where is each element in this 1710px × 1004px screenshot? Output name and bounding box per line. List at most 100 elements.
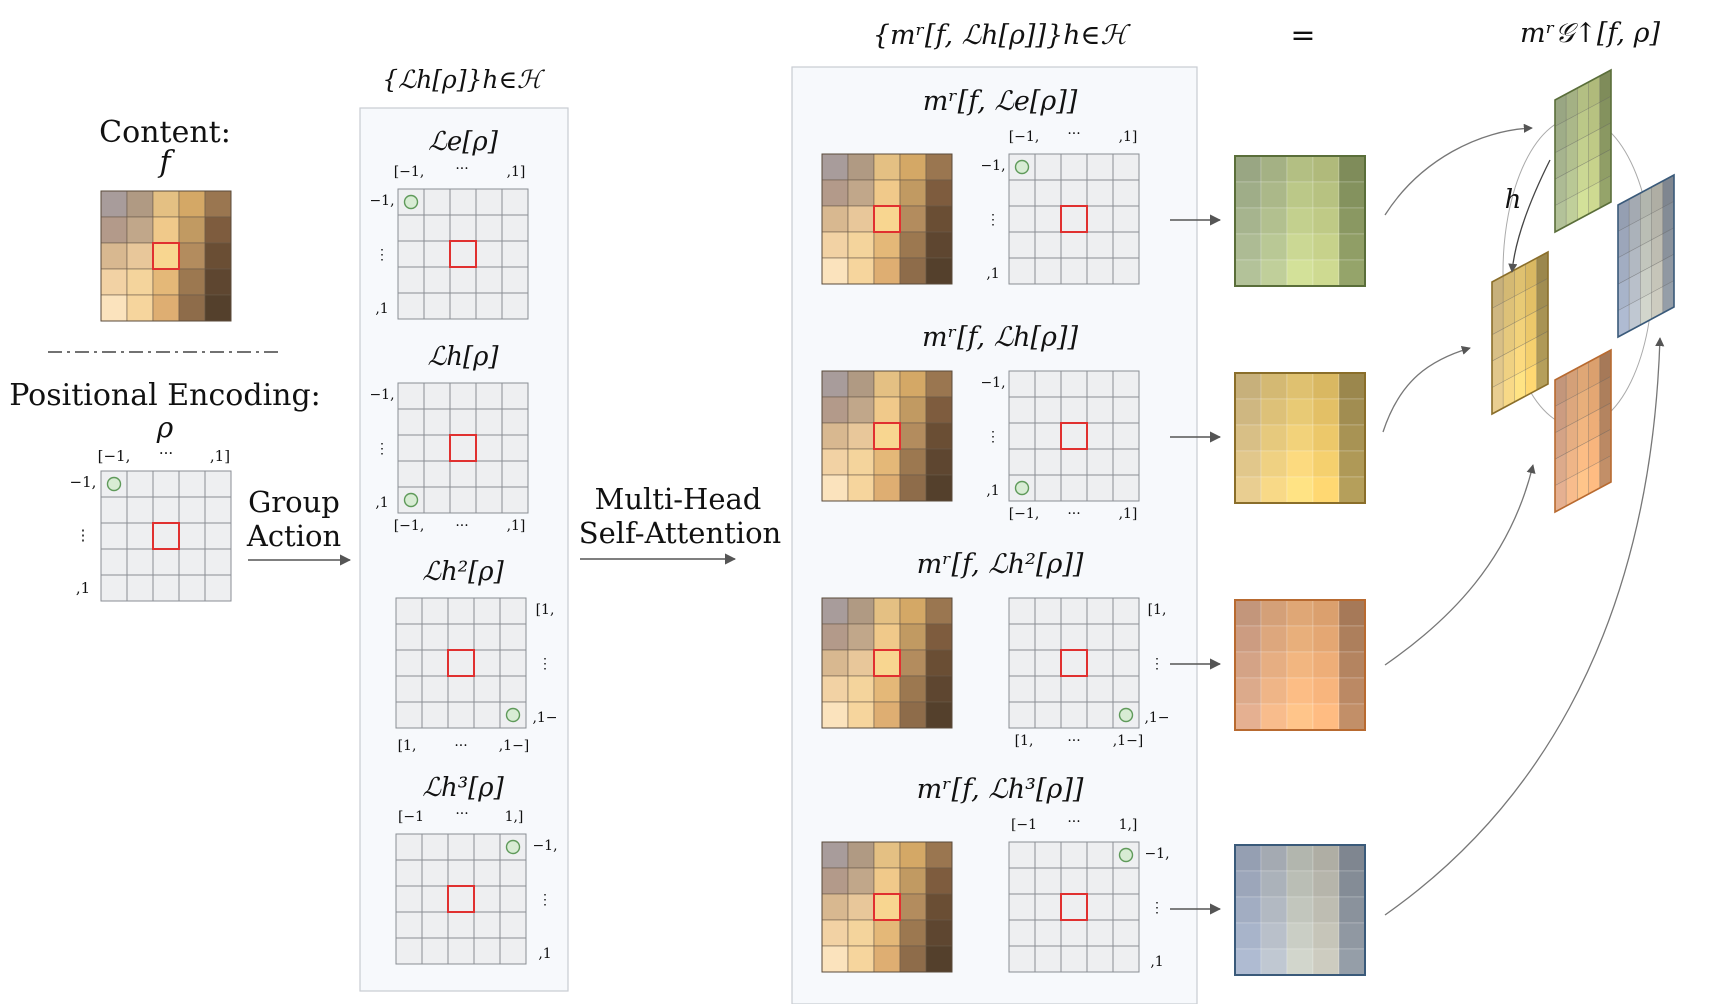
grid-cell: [1060, 179, 1088, 207]
attention-pos-grid: [1008, 597, 1140, 729]
grid-cell: [449, 460, 477, 488]
grid-cell: [899, 893, 927, 921]
grid-cell: [925, 448, 953, 476]
grid-cell: [397, 408, 425, 436]
grid-cell: [1086, 867, 1114, 895]
grid-cell: [126, 574, 154, 602]
grid-cell: [1008, 422, 1036, 450]
grid-cell: [447, 859, 475, 887]
tick-bottom-left: [−1,: [394, 518, 425, 534]
output-cell: [1286, 155, 1314, 183]
origin-marker: [403, 492, 419, 508]
output-cell: [1260, 398, 1288, 426]
grid-cell: [100, 268, 128, 296]
output-cell: [1312, 870, 1340, 898]
grid-cell: [1086, 919, 1114, 947]
grid-cell: [447, 885, 475, 913]
grid-cell: [152, 470, 180, 498]
grid-cell: [449, 266, 477, 294]
grid-cell: [1086, 474, 1114, 502]
grid-cell: [100, 190, 128, 218]
grid-cell: [873, 474, 901, 502]
grid-cell: [925, 649, 953, 677]
output-cell: [1234, 181, 1262, 209]
grid-cell: [847, 675, 875, 703]
group-action-label-line1: Group: [248, 485, 340, 519]
grid-cell: [925, 179, 953, 207]
center-highlight: [873, 422, 901, 450]
grid-cell: [475, 408, 503, 436]
origin-marker: [1014, 159, 1030, 175]
grid-cell: [899, 231, 927, 259]
grid-cell: [1034, 448, 1062, 476]
grid-cell: [499, 649, 527, 677]
output-cell: [1260, 703, 1288, 731]
grid-cell: [447, 597, 475, 625]
grid-cell: [1060, 919, 1088, 947]
grid-cell: [899, 867, 927, 895]
tick-top-left: [−1,: [394, 164, 425, 180]
grid-cell: [475, 460, 503, 488]
content-symbol: f: [157, 145, 175, 180]
center-highlight: [1060, 649, 1088, 677]
grid-cell: [421, 885, 449, 913]
grid-cell: [1112, 675, 1140, 703]
grid-cell: [1060, 474, 1088, 502]
grid-cell: [499, 885, 527, 913]
output-cell: [1234, 398, 1262, 426]
output-cell: [1286, 599, 1314, 627]
grid-cell: [178, 574, 206, 602]
grid-cell: [873, 231, 901, 259]
grid-cell: [925, 945, 953, 973]
content-cells: [100, 190, 232, 322]
output-cell: [1312, 476, 1340, 504]
tick-top-mid: ···: [455, 161, 468, 177]
grid-cell: [499, 911, 527, 939]
lifted-panel-label: ℒh²[ρ]: [422, 557, 504, 587]
grid-cell: [1008, 945, 1036, 973]
grid-cell: [1060, 422, 1088, 450]
grid-cell: [126, 190, 154, 218]
grid-cell: [873, 396, 901, 424]
grid-cell: [421, 911, 449, 939]
grid-cell: [473, 675, 501, 703]
grid-cell: [501, 382, 529, 410]
grid-cell: [925, 205, 953, 233]
center-highlight: [152, 522, 180, 550]
output-cell: [1338, 948, 1366, 976]
center-highlight: [873, 893, 901, 921]
grid-cell: [873, 153, 901, 181]
grid-cell: [449, 486, 477, 514]
tick-side-top: −1,: [980, 375, 1005, 391]
grid-cell: [925, 396, 953, 424]
grid-cell: [1112, 649, 1140, 677]
grid-cell: [1086, 370, 1114, 398]
grid-cell: [475, 214, 503, 242]
output-cell: [1312, 703, 1340, 731]
attention-head-label: mʳ[f, ℒh²[ρ]]: [917, 549, 1084, 580]
grid-cell: [821, 701, 849, 729]
grid-cell: [397, 266, 425, 294]
tick-top-mid: ···: [1067, 126, 1080, 142]
output-cell: [1260, 677, 1288, 705]
grid-cell: [1112, 623, 1140, 651]
grid-cell: [204, 522, 232, 550]
grid-cell: [473, 597, 501, 625]
tick-bottom-mid: ···: [454, 738, 467, 754]
grid-cell: [1086, 841, 1114, 869]
grid-cell: [1008, 396, 1036, 424]
grid-cell: [925, 867, 953, 895]
grid-cell: [1008, 649, 1036, 677]
result-label: mʳ𝒢↑[f, ρ]: [1520, 18, 1660, 49]
tick-bottom-right: ,1]: [507, 518, 526, 534]
output-cell: [1338, 844, 1366, 872]
grid-cell: [899, 396, 927, 424]
tick-top-right: 1,]: [1119, 817, 1138, 833]
grid-cell: [152, 268, 180, 296]
stack-tile-blue: [1617, 173, 1675, 339]
grid-cell: [1034, 945, 1062, 973]
grid-cell: [821, 153, 849, 181]
grid-cell: [447, 649, 475, 677]
grid-cell: [1060, 396, 1088, 424]
grid-cell: [473, 911, 501, 939]
